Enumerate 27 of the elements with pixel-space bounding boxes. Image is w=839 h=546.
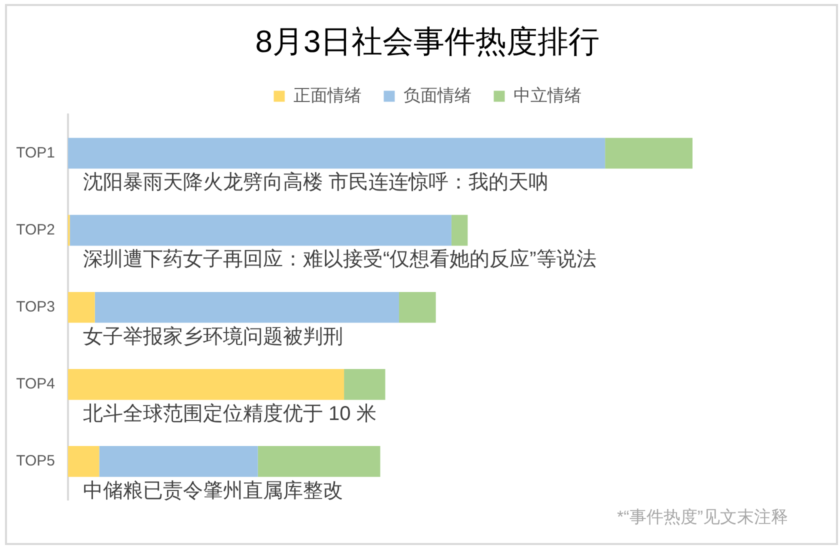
chart-title: 8月3日社会事件热度排行 <box>255 24 600 60</box>
legend-label: 负面情绪 <box>403 86 472 105</box>
annotation: 北斗全球范围定位精度优于 10 米 <box>83 402 376 425</box>
bar <box>94 292 399 323</box>
bar <box>68 446 100 477</box>
y-tick-label: TOP1 <box>16 144 55 162</box>
y-tick-label: TOP5 <box>16 452 55 470</box>
bar <box>451 214 468 246</box>
bar <box>70 214 452 246</box>
text: *“事件热度”见文末注释 <box>617 508 788 527</box>
bar <box>68 369 344 400</box>
legend-label: 中立情绪 <box>513 86 582 105</box>
bar <box>258 446 380 477</box>
bar <box>68 138 606 169</box>
bar <box>398 292 436 323</box>
y-tick-label: TOP3 <box>16 298 55 316</box>
y-tick-label: TOP4 <box>16 376 55 393</box>
legend-label: 正面情绪 <box>293 86 362 105</box>
annotation: 中储粮已责令肇州直属库整改 <box>83 480 343 502</box>
bar <box>68 292 95 323</box>
y-tick-label: TOP2 <box>16 221 55 238</box>
annotation: 沈阳暴雨天降火龙劈向高楼 市民连连惊呼：我的天呐 <box>83 170 549 194</box>
annotation: 女子举报家乡环境问题被判刑 <box>83 326 343 348</box>
bar <box>344 369 386 400</box>
annotation: 深圳遭下药女子再回应：难以接受“仅想看她的反应”等说法 <box>83 248 596 271</box>
bar <box>99 446 258 477</box>
bar <box>605 138 693 169</box>
